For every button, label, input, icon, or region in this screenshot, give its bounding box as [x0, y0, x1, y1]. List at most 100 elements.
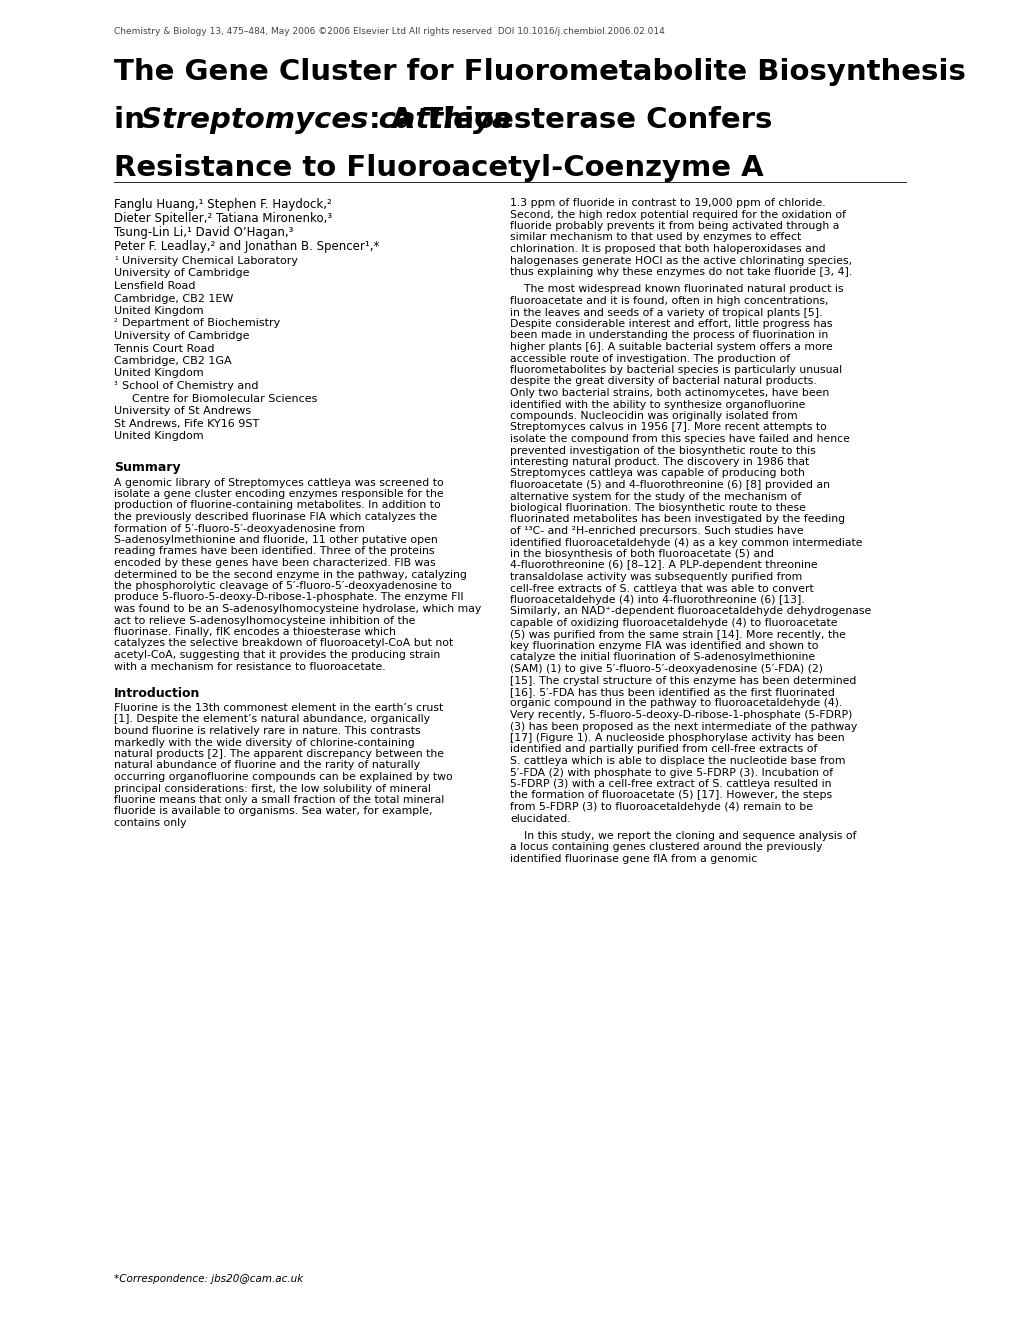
Text: thus explaining why these enzymes do not take fluoride [3, 4].: thus explaining why these enzymes do not… — [510, 267, 852, 277]
Text: determined to be the second enzyme in the pathway, catalyzing: determined to be the second enzyme in th… — [114, 569, 467, 579]
Text: (3) has been proposed as the next intermediate of the pathway: (3) has been proposed as the next interm… — [510, 722, 856, 731]
Text: In this study, we report the cloning and sequence analysis of: In this study, we report the cloning and… — [510, 832, 856, 841]
Text: production of fluorine-containing metabolites. In addition to: production of fluorine-containing metabo… — [114, 500, 440, 511]
Text: Fanglu Huang,¹ Stephen F. Haydock,²: Fanglu Huang,¹ Stephen F. Haydock,² — [114, 198, 331, 211]
Text: from 5-FDRP (3) to fluoroacetaldehyde (4) remain to be: from 5-FDRP (3) to fluoroacetaldehyde (4… — [510, 803, 812, 812]
Text: contains only: contains only — [114, 818, 186, 828]
Text: Tennis Court Road: Tennis Court Road — [114, 343, 214, 354]
Text: key fluorination enzyme FlA was identified and shown to: key fluorination enzyme FlA was identifi… — [510, 642, 817, 651]
Text: Despite considerable interest and effort, little progress has: Despite considerable interest and effort… — [510, 319, 832, 329]
Text: University of Cambridge: University of Cambridge — [114, 268, 250, 279]
Text: Second, the high redox potential required for the oxidation of: Second, the high redox potential require… — [510, 210, 845, 219]
Text: isolate the compound from this species have failed and hence: isolate the compound from this species h… — [510, 434, 849, 444]
Text: fluoride probably prevents it from being activated through a: fluoride probably prevents it from being… — [510, 220, 839, 231]
Text: a locus containing genes clustered around the previously: a locus containing genes clustered aroun… — [510, 842, 821, 853]
Text: Dieter Spiteller,² Tatiana Mironenko,³: Dieter Spiteller,² Tatiana Mironenko,³ — [114, 213, 332, 224]
Text: University of Cambridge: University of Cambridge — [114, 331, 250, 341]
Text: similar mechanism to that used by enzymes to effect: similar mechanism to that used by enzyme… — [510, 232, 801, 243]
Text: ³: ³ — [114, 381, 117, 389]
Text: 5-FDRP (3) with a cell-free extract of S. cattleya resulted in: 5-FDRP (3) with a cell-free extract of S… — [510, 779, 830, 789]
Text: University Chemical Laboratory: University Chemical Laboratory — [122, 256, 298, 267]
Text: Cambridge, CB2 1GA: Cambridge, CB2 1GA — [114, 356, 231, 366]
Text: Centre for Biomolecular Sciences: Centre for Biomolecular Sciences — [131, 393, 317, 404]
Text: elucidated.: elucidated. — [510, 813, 570, 824]
Text: Cambridge, CB2 1EW: Cambridge, CB2 1EW — [114, 293, 233, 304]
Text: 4-fluorothreonine (6) [8–12]. A PLP-dependent threonine: 4-fluorothreonine (6) [8–12]. A PLP-depe… — [510, 561, 817, 570]
Text: School of Chemistry and: School of Chemistry and — [122, 381, 258, 391]
Text: (5) was purified from the same strain [14]. More recently, the: (5) was purified from the same strain [1… — [510, 630, 845, 639]
Text: the phosphorolytic cleavage of 5′-fluoro-5′-deoxyadenosine to: the phosphorolytic cleavage of 5′-fluoro… — [114, 581, 451, 591]
Text: reading frames have been identified. Three of the proteins: reading frames have been identified. Thr… — [114, 546, 434, 557]
Text: occurring organofluorine compounds can be explained by two: occurring organofluorine compounds can b… — [114, 772, 452, 781]
Text: identified fluorinase gene flA from a genomic: identified fluorinase gene flA from a ge… — [510, 854, 756, 865]
Text: Tsung-Lin Li,¹ David O’Hagan,³: Tsung-Lin Li,¹ David O’Hagan,³ — [114, 226, 293, 239]
Text: the previously described fluorinase FlA which catalyzes the: the previously described fluorinase FlA … — [114, 512, 437, 521]
Text: 5′-FDA (2) with phosphate to give 5-FDRP (3). Incubation of: 5′-FDA (2) with phosphate to give 5-FDRP… — [510, 767, 833, 777]
Text: organic compound in the pathway to fluoroacetaldehyde (4).: organic compound in the pathway to fluor… — [510, 698, 842, 709]
Text: identified and partially purified from cell-free extracts of: identified and partially purified from c… — [510, 744, 816, 755]
Text: S-adenosylmethionine and fluoride, 11 other putative open: S-adenosylmethionine and fluoride, 11 ot… — [114, 535, 437, 545]
Text: catalyzes the selective breakdown of fluoroacetyl-CoA but not: catalyzes the selective breakdown of flu… — [114, 639, 452, 648]
Text: accessible route of investigation. The production of: accessible route of investigation. The p… — [510, 354, 790, 363]
Text: Lensfield Road: Lensfield Road — [114, 281, 196, 290]
Text: isolate a gene cluster encoding enzymes responsible for the: isolate a gene cluster encoding enzymes … — [114, 488, 443, 499]
Text: fluorometabolites by bacterial species is particularly unusual: fluorometabolites by bacterial species i… — [510, 366, 842, 375]
Text: ²: ² — [114, 318, 117, 327]
Text: despite the great diversity of bacterial natural products.: despite the great diversity of bacterial… — [510, 376, 816, 387]
Text: [17] (Figure 1). A nucleoside phosphorylase activity has been: [17] (Figure 1). A nucleoside phosphoryl… — [510, 733, 844, 743]
Text: produce 5-fluoro-5-deoxy-D-ribose-1-phosphate. The enzyme FlI: produce 5-fluoro-5-deoxy-D-ribose-1-phos… — [114, 593, 464, 602]
Text: identified with the ability to synthesize organofluorine: identified with the ability to synthesiz… — [510, 400, 805, 409]
Text: was found to be an S-adenosylhomocysteine hydrolase, which may: was found to be an S-adenosylhomocystein… — [114, 605, 481, 614]
Text: United Kingdom: United Kingdom — [114, 368, 204, 379]
Text: natural products [2]. The apparent discrepancy between the: natural products [2]. The apparent discr… — [114, 748, 443, 759]
Text: act to relieve S-adenosylhomocysteine inhibition of the: act to relieve S-adenosylhomocysteine in… — [114, 615, 415, 626]
Text: formation of 5′-fluoro-5′-deoxyadenosine from: formation of 5′-fluoro-5′-deoxyadenosine… — [114, 524, 365, 533]
Text: The Gene Cluster for Fluorometabolite Biosynthesis: The Gene Cluster for Fluorometabolite Bi… — [114, 58, 965, 86]
Text: transaldolase activity was subsequently purified from: transaldolase activity was subsequently … — [510, 572, 802, 582]
Text: compounds. Nucleocidin was originally isolated from: compounds. Nucleocidin was originally is… — [510, 411, 797, 421]
Text: acetyl-CoA, suggesting that it provides the producing strain: acetyl-CoA, suggesting that it provides … — [114, 649, 440, 660]
Text: higher plants [6]. A suitable bacterial system offers a more: higher plants [6]. A suitable bacterial … — [510, 342, 832, 352]
Text: interesting natural product. The discovery in 1986 that: interesting natural product. The discove… — [510, 457, 808, 467]
Text: fluorinated metabolites has been investigated by the feeding: fluorinated metabolites has been investi… — [510, 515, 845, 524]
Text: A genomic library of Streptomyces cattleya was screened to: A genomic library of Streptomyces cattle… — [114, 478, 443, 487]
Text: St Andrews, Fife KY16 9ST: St Andrews, Fife KY16 9ST — [114, 418, 259, 429]
Text: markedly with the wide diversity of chlorine-containing: markedly with the wide diversity of chlo… — [114, 738, 415, 747]
Text: in: in — [114, 106, 155, 135]
Text: alternative system for the study of the mechanism of: alternative system for the study of the … — [510, 491, 801, 502]
Text: fluoroacetaldehyde (4) into 4-fluorothreonine (6) [13].: fluoroacetaldehyde (4) into 4-fluorothre… — [510, 595, 804, 605]
Text: 1.3 ppm of fluoride in contrast to 19,000 ppm of chloride.: 1.3 ppm of fluoride in contrast to 19,00… — [510, 198, 824, 209]
Text: Peter F. Leadlay,² and Jonathan B. Spencer¹,*: Peter F. Leadlay,² and Jonathan B. Spenc… — [114, 240, 379, 253]
Text: fluoride is available to organisms. Sea water, for example,: fluoride is available to organisms. Sea … — [114, 807, 432, 817]
Text: cell-free extracts of S. cattleya that was able to convert: cell-free extracts of S. cattleya that w… — [510, 583, 813, 594]
Text: biological fluorination. The biosynthetic route to these: biological fluorination. The biosyntheti… — [510, 503, 805, 513]
Text: Department of Biochemistry: Department of Biochemistry — [122, 318, 280, 329]
Text: of ¹³C- and ²H-enriched precursors. Such studies have: of ¹³C- and ²H-enriched precursors. Such… — [510, 525, 803, 536]
Text: University of St Andrews: University of St Andrews — [114, 407, 251, 416]
Text: *Correspondence: jbs20@cam.ac.uk: *Correspondence: jbs20@cam.ac.uk — [114, 1274, 303, 1284]
Text: Resistance to Fluoroacetyl-Coenzyme A: Resistance to Fluoroacetyl-Coenzyme A — [114, 154, 763, 182]
Text: been made in understanding the process of fluorination in: been made in understanding the process o… — [510, 330, 827, 341]
Text: The most widespread known fluorinated natural product is: The most widespread known fluorinated na… — [510, 285, 843, 294]
Text: fluoroacetate and it is found, often in high concentrations,: fluoroacetate and it is found, often in … — [510, 296, 827, 306]
Text: ¹: ¹ — [114, 256, 117, 265]
Text: Streptomyces calvus in 1956 [7]. More recent attempts to: Streptomyces calvus in 1956 [7]. More re… — [510, 422, 826, 433]
Text: fluoroacetate (5) and 4-fluorothreonine (6) [8] provided an: fluoroacetate (5) and 4-fluorothreonine … — [510, 480, 829, 490]
Text: with a mechanism for resistance to fluoroacetate.: with a mechanism for resistance to fluor… — [114, 661, 385, 672]
Text: in the leaves and seeds of a variety of tropical plants [5].: in the leaves and seeds of a variety of … — [510, 308, 821, 318]
Text: encoded by these genes have been characterized. FlB was: encoded by these genes have been charact… — [114, 558, 435, 568]
Text: Streptomyces cattleya: Streptomyces cattleya — [141, 106, 512, 135]
Text: fluorinase. Finally, flK encodes a thioesterase which: fluorinase. Finally, flK encodes a thioe… — [114, 627, 395, 638]
Text: chlorination. It is proposed that both haloperoxidases and: chlorination. It is proposed that both h… — [510, 244, 824, 253]
Text: prevented investigation of the biosynthetic route to this: prevented investigation of the biosynthe… — [510, 446, 815, 455]
Text: catalyze the initial fluorination of S-adenosylmethionine: catalyze the initial fluorination of S-a… — [510, 652, 814, 663]
Text: fluorine means that only a small fraction of the total mineral: fluorine means that only a small fractio… — [114, 795, 444, 805]
Text: identified fluoroacetaldehyde (4) as a key common intermediate: identified fluoroacetaldehyde (4) as a k… — [510, 537, 862, 548]
Text: United Kingdom: United Kingdom — [114, 306, 204, 315]
Text: Only two bacterial strains, both actinomycetes, have been: Only two bacterial strains, both actinom… — [510, 388, 828, 399]
Text: bound fluorine is relatively rare in nature. This contrasts: bound fluorine is relatively rare in nat… — [114, 726, 420, 737]
Text: principal considerations: first, the low solubility of mineral: principal considerations: first, the low… — [114, 784, 430, 793]
Text: capable of oxidizing fluoroacetaldehyde (4) to fluoroacetate: capable of oxidizing fluoroacetaldehyde … — [510, 618, 837, 628]
Text: [15]. The crystal structure of this enzyme has been determined: [15]. The crystal structure of this enzy… — [510, 676, 856, 685]
Text: [16]. 5′-FDA has thus been identified as the first fluorinated: [16]. 5′-FDA has thus been identified as… — [510, 686, 835, 697]
